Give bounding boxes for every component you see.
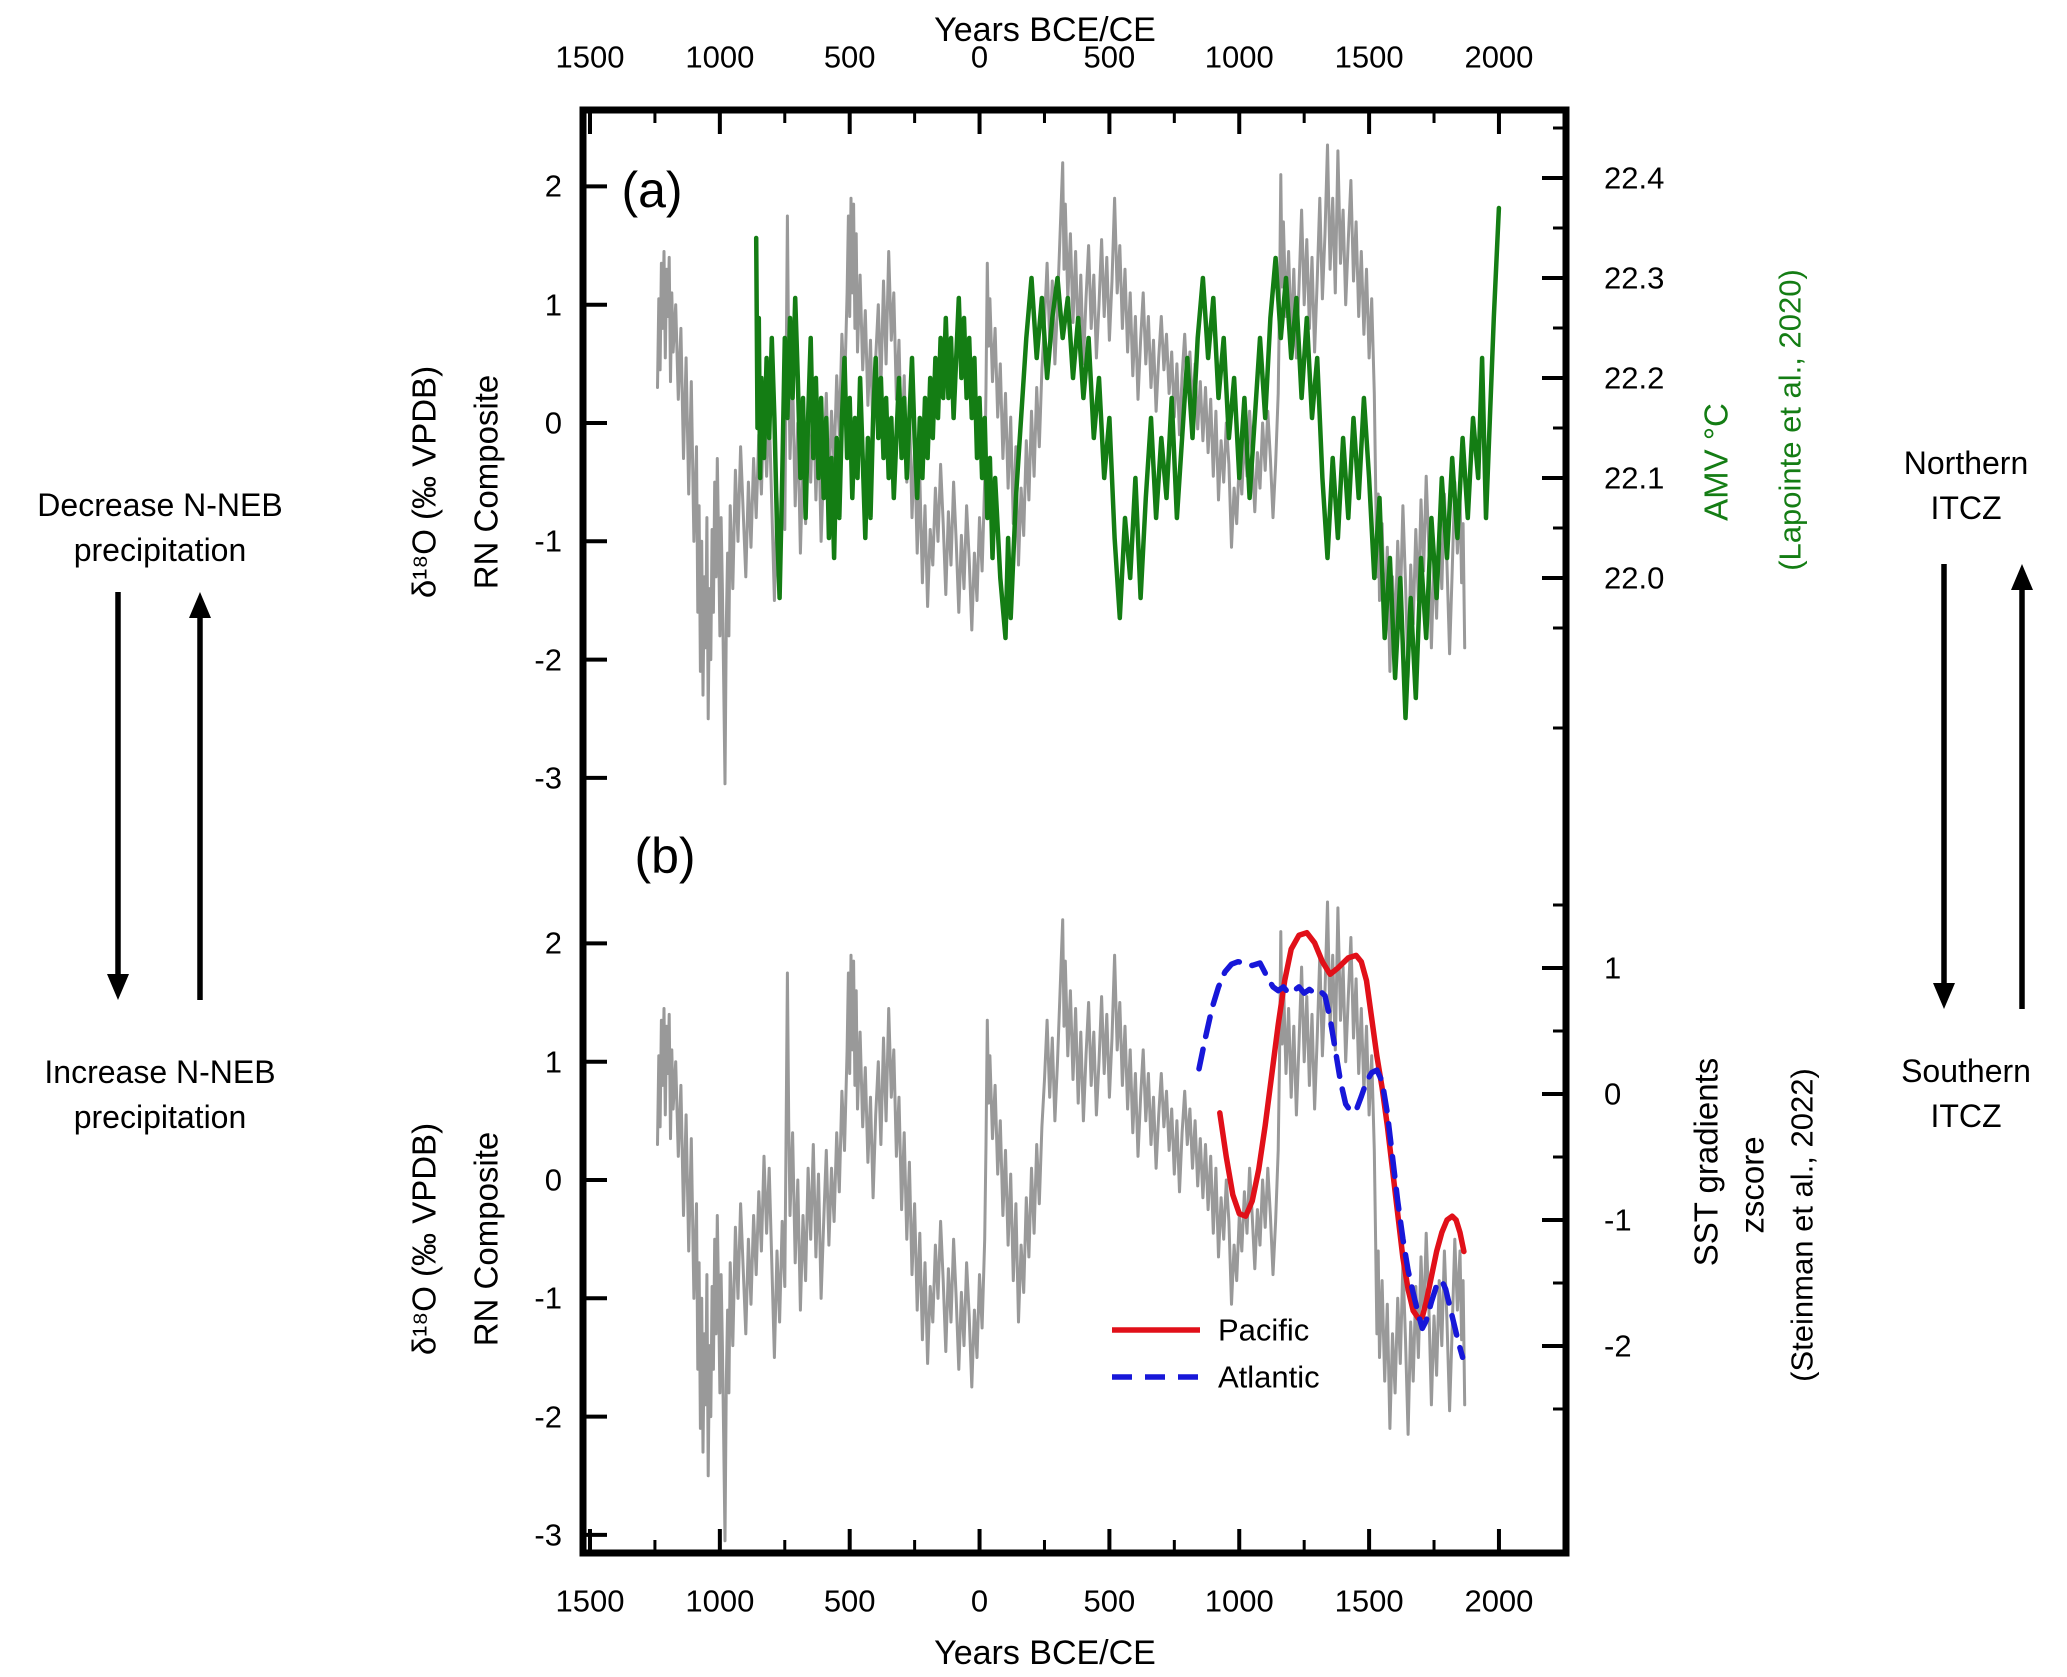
up-arrow-head-icon: [2011, 564, 2033, 590]
up-arrow-head-icon: [189, 592, 211, 618]
down-arrow-head-icon: [1933, 983, 1955, 1009]
amv-line: [753, 205, 1502, 721]
atlantic-line: [1196, 958, 1466, 1361]
series-layer: [656, 143, 1502, 1543]
rn-composite-line-panel-b: [656, 900, 1467, 1543]
rn-composite-line-panel-a: [656, 143, 1467, 786]
down-arrow-head-icon: [107, 974, 129, 1000]
plot-frame: [579, 106, 1570, 1557]
pacific-line: [1217, 929, 1467, 1322]
